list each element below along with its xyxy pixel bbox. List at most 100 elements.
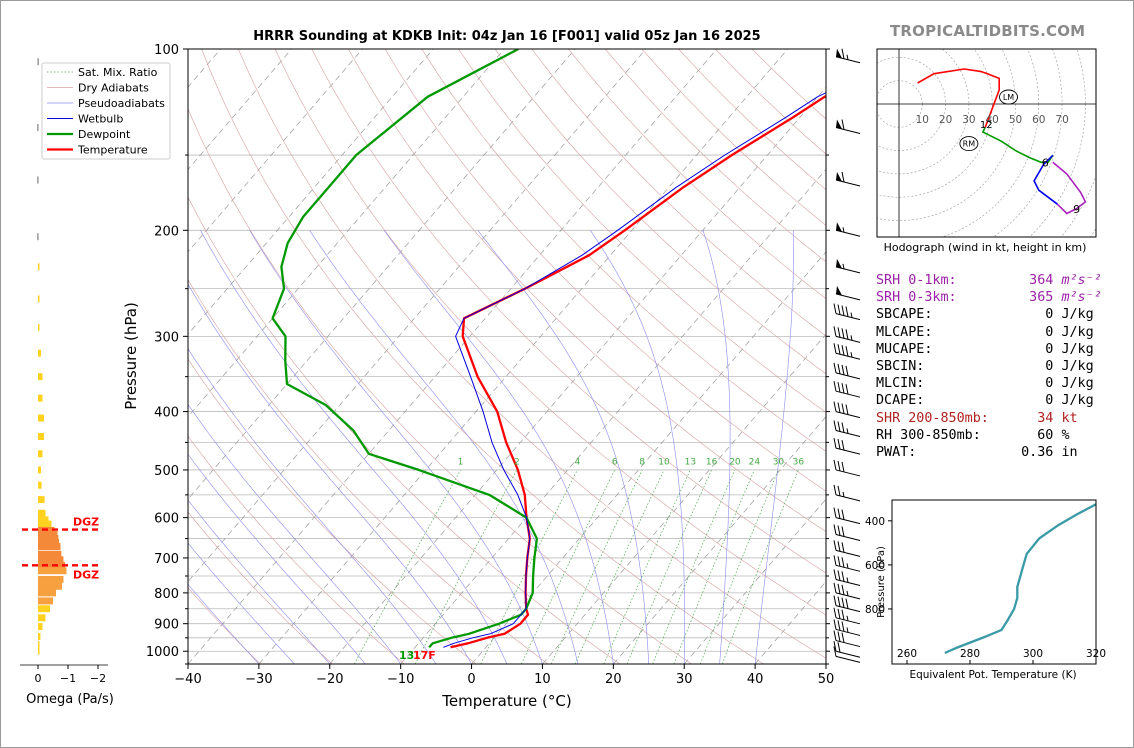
legend-label: Wetbulb [78,113,123,126]
theta-x-tick-label: 280 [960,648,980,660]
barb-pennant [836,48,842,59]
omega-bar [38,539,59,547]
moist-adiabat [477,230,650,664]
barb-half-flag [850,352,853,358]
omega-bar [38,582,62,590]
barb-flag [837,596,841,607]
hodograph-panel: 10 20 30 40 50 60 70 LM RM 1 2 6 9 Hodograph (wind in… [876,48,1097,254]
theta-x-tick-label: 300 [1023,648,1043,660]
stat-label: SRH 0-1km: [876,273,1005,288]
barb-half-flag [842,491,845,497]
stat-label: RH 300-850mb: [876,427,1005,443]
km-label: 9 [1073,203,1080,216]
wind-barb [833,401,861,419]
wind-barb [833,459,861,477]
barb-flag [837,304,841,315]
moist-adiabat [383,230,614,664]
y-tick-label: 800 [154,587,179,602]
stat-value: 34 [1005,410,1062,426]
wind-barb [833,326,861,343]
y-tick-label: 400 [154,406,179,421]
barb-flag [837,525,841,536]
mixing-ratio-line [414,469,518,664]
km-label: 2 [986,120,992,131]
barb-flag [841,509,845,520]
theta-y-tick-label: 400 [865,516,885,528]
barb-flag [841,48,845,59]
omega-bar [38,542,61,550]
hodograph-ring-label: 40 [986,114,999,126]
dgz-label: DGZ [73,516,99,529]
dry-adiabat [458,49,826,413]
barb-flag [845,384,849,395]
isotherm [188,49,363,253]
barb-flag [837,583,841,594]
stat-unit: J/kg [1061,393,1094,409]
x-tick-label: −20 [316,672,343,687]
barb-half-flag [846,577,849,583]
km-label: 6 [1042,156,1049,169]
stat-row: SRH 0-1km: 364 m²s⁻² [876,272,1102,289]
isotherm [188,49,505,418]
stat-label: MUCAPE: [876,341,1005,357]
x-tick-label: 40 [747,672,764,687]
stat-value: 0 [1005,307,1062,323]
omega-bar [38,433,44,441]
omega-bar [38,632,41,640]
moist-adiabat [590,230,685,664]
theta-e-profile [944,503,1096,655]
stat-value: 0 [1005,393,1062,409]
barb-flag [837,439,841,450]
barb-flag [841,571,845,582]
wind-barb [833,484,861,502]
left-mover-label: LM [1003,93,1014,102]
omega-bar [38,516,49,524]
omega-bar [38,509,46,517]
hodograph-trace [917,68,1000,128]
stat-value: 364 [1005,273,1062,288]
mixing-ratio-label: 6 [612,458,618,468]
wind-barb [833,438,861,455]
y-tick-label: 900 [154,618,179,633]
wind-barb [833,582,861,600]
km-label: 1 [980,120,986,131]
barb-flag [841,526,845,537]
mixing-ratio-line [721,469,799,664]
temperature-profile [450,94,826,649]
wind-barb [833,420,861,437]
barb-flag [833,381,837,392]
barb-half-flag [846,615,849,621]
dry-adiabat [188,511,333,664]
barb-shaft [835,655,861,663]
barb-flag [833,646,837,657]
hodograph-ring-label: 70 [1055,114,1068,126]
omega-tick-label: 0 [35,672,42,685]
stat-value: 0 [1005,358,1062,374]
barb-flag [837,541,841,552]
barb-flag [837,631,841,642]
barb-flag [841,542,845,553]
hodograph-trace [1052,161,1087,215]
barb-flag [833,524,837,535]
wind-barb [835,119,861,134]
omega-bar [37,233,39,241]
barb-flag [841,345,845,356]
x-tick-label: 20 [605,672,622,687]
barb-flag [841,557,845,568]
dry-adiabat [238,49,826,659]
stat-unit: in [1061,444,1078,460]
omega-bar [38,535,59,543]
mixing-ratio-label: 24 [749,458,761,468]
omega-tick-label: −1 [60,672,76,685]
hodograph-frame [876,48,1097,238]
stat-label: MLCIN: [876,376,1005,392]
barb-flag [841,461,845,473]
omega-bar [38,466,41,474]
barb-flag [841,621,845,632]
barb-flag [833,438,837,449]
omega-bar [37,58,39,66]
stat-value: 60 [1005,427,1062,443]
hodograph-ring-label: 50 [1009,114,1022,126]
barb-half-flag [850,335,853,341]
wind-barb [833,555,861,572]
